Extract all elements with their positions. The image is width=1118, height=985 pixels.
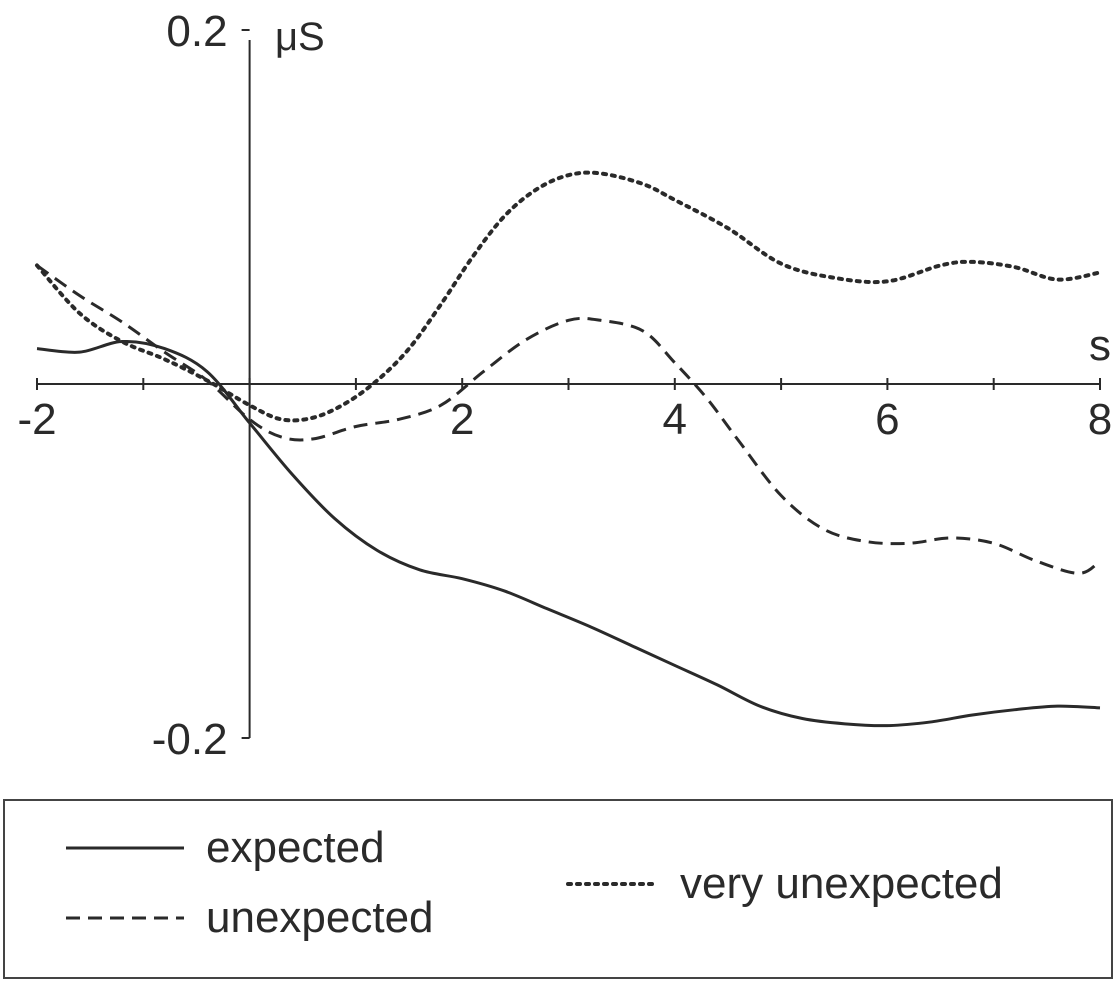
series-layer (35, 170, 1102, 728)
legend: expected unexpected very unexpected (3, 799, 1113, 979)
y-axis-unit-label: μS (275, 15, 325, 59)
y-tick-label: -0.2 (152, 715, 228, 764)
y-tick-label: 0.2 (166, 7, 227, 56)
legend-label-expected: expected (206, 823, 385, 872)
series-line-very-unexpected (35, 170, 1102, 423)
x-axis-unit-label: s (1089, 321, 1111, 370)
legend-label-very-unexpected: very unexpected (680, 859, 1003, 908)
series-line-expected (36, 339, 1101, 728)
x-tick-label: 8 (1088, 395, 1112, 444)
legend-label-unexpected: unexpected (206, 893, 434, 942)
axes: -2 2 4 6 8 0.2 -0.2 μS s (17, 7, 1112, 764)
legend-items: expected unexpected very unexpected (66, 823, 1003, 942)
x-ticks: -2 2 4 6 8 (17, 378, 1112, 444)
legend-box (3, 799, 1113, 979)
x-tick-label: 4 (663, 395, 687, 444)
x-tick-label: -2 (17, 395, 56, 444)
series-line-unexpected (36, 264, 1101, 575)
x-tick-label: 2 (450, 395, 474, 444)
y-ticks: 0.2 -0.2 (152, 7, 250, 764)
x-tick-label: 6 (875, 395, 899, 444)
